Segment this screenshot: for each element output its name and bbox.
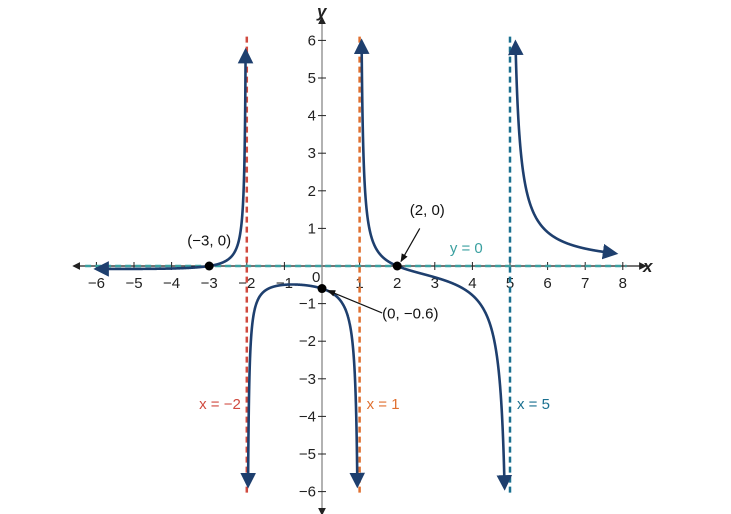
point-label: (2, 0) xyxy=(410,202,445,219)
point-pointer xyxy=(400,228,421,263)
x-tick-label: 4 xyxy=(468,275,476,292)
y-tick-label: 2 xyxy=(308,183,316,200)
y-tick-label: −6 xyxy=(299,484,316,501)
x-axis-label: x xyxy=(642,257,654,276)
origin-label: 0 xyxy=(312,269,320,286)
x-tick-label: −5 xyxy=(125,275,142,292)
y-axis-label: y xyxy=(316,2,328,21)
function-branch xyxy=(240,283,366,489)
y-tick-label: 5 xyxy=(308,70,316,87)
point-label: (−3, 0) xyxy=(187,232,231,249)
point xyxy=(392,261,402,271)
y-tick-label: −2 xyxy=(299,333,316,350)
function-branch xyxy=(93,47,254,277)
x-tick-label: −6 xyxy=(88,275,105,292)
point-pointer xyxy=(326,289,383,314)
function-branch xyxy=(507,39,619,260)
function-branch xyxy=(353,38,513,491)
y-tick-label: −3 xyxy=(299,371,316,388)
asymptote-label: x = 5 xyxy=(517,396,550,413)
x-tick-label: 7 xyxy=(581,275,589,292)
x-tick-label: −4 xyxy=(163,275,180,292)
point xyxy=(317,284,327,294)
y-tick-label: −4 xyxy=(299,408,316,425)
x-tick-label: −2 xyxy=(238,275,255,292)
y-tick-label: 3 xyxy=(308,145,316,162)
y-tick-label: 4 xyxy=(308,108,316,125)
point-label: (0, −0.6) xyxy=(382,306,438,323)
y-tick-label: 6 xyxy=(308,32,316,49)
x-tick-label: 2 xyxy=(393,275,401,292)
y-tick-label: −5 xyxy=(299,446,316,463)
x-tick-label: −3 xyxy=(201,275,218,292)
asymptote-label: x = 1 xyxy=(367,396,400,413)
x-tick-label: 8 xyxy=(619,275,627,292)
x-tick-label: 6 xyxy=(543,275,551,292)
y-tick-label: −1 xyxy=(299,296,316,313)
point xyxy=(204,261,214,271)
asymptote-label: x = −2 xyxy=(199,396,241,413)
y-tick-label: 1 xyxy=(308,220,316,237)
asymptote-label: y = 0 xyxy=(450,240,483,257)
